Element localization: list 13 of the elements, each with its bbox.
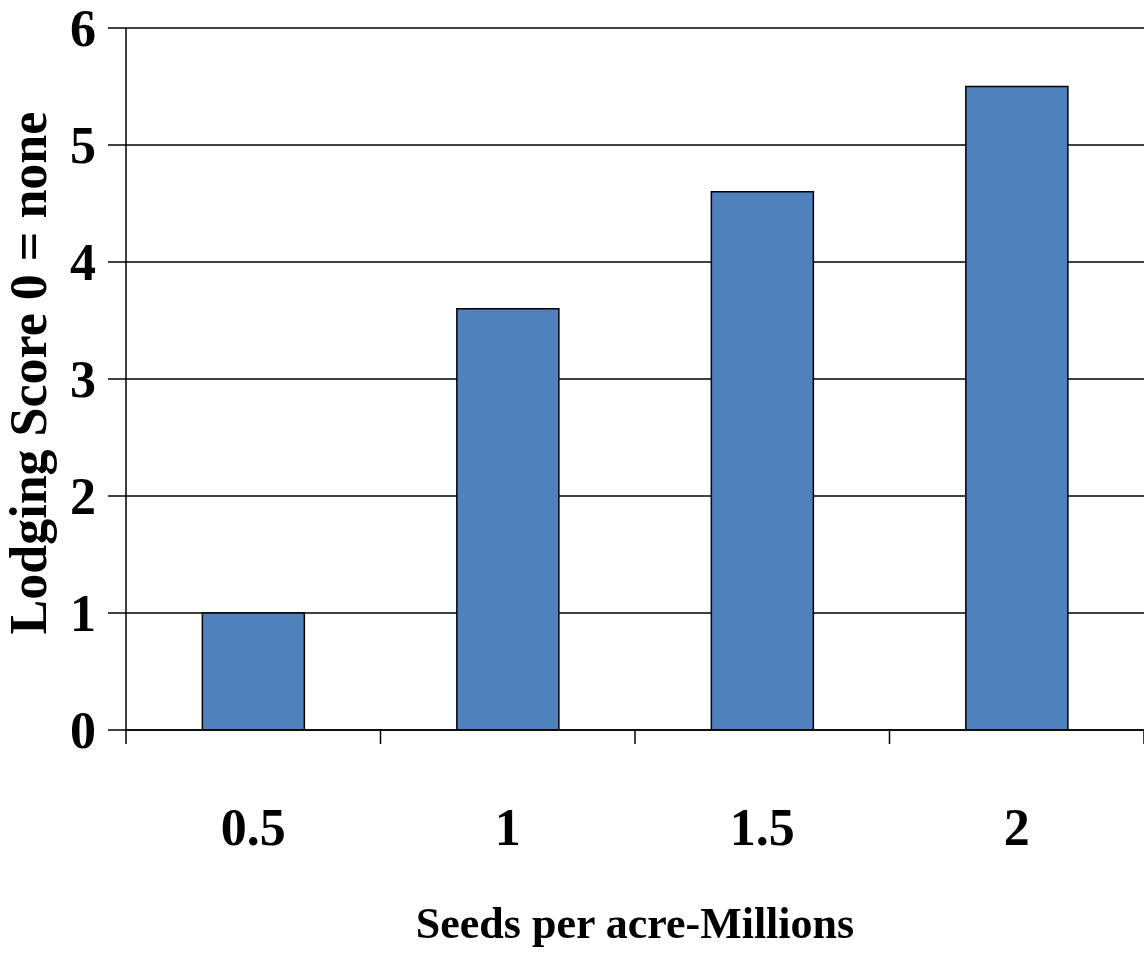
y-tick-label: 6	[70, 0, 96, 58]
x-tick-label: 1.5	[729, 798, 795, 856]
y-tick-label: 2	[70, 468, 96, 526]
x-tick-label: 1	[494, 798, 521, 856]
x-axis-title: Seeds per acre-Millions	[415, 899, 855, 948]
x-tick-label: 2	[1003, 798, 1030, 856]
y-tick-label: 1	[70, 585, 96, 643]
x-tick-label: 0.5	[220, 798, 286, 856]
y-tick-label: 0	[70, 702, 96, 760]
y-axis-title: Lodging Score 0 = none	[0, 111, 57, 635]
y-tick-label: 3	[70, 351, 96, 409]
y-tick-label: 5	[70, 117, 96, 175]
y-tick-label: 4	[70, 234, 96, 292]
